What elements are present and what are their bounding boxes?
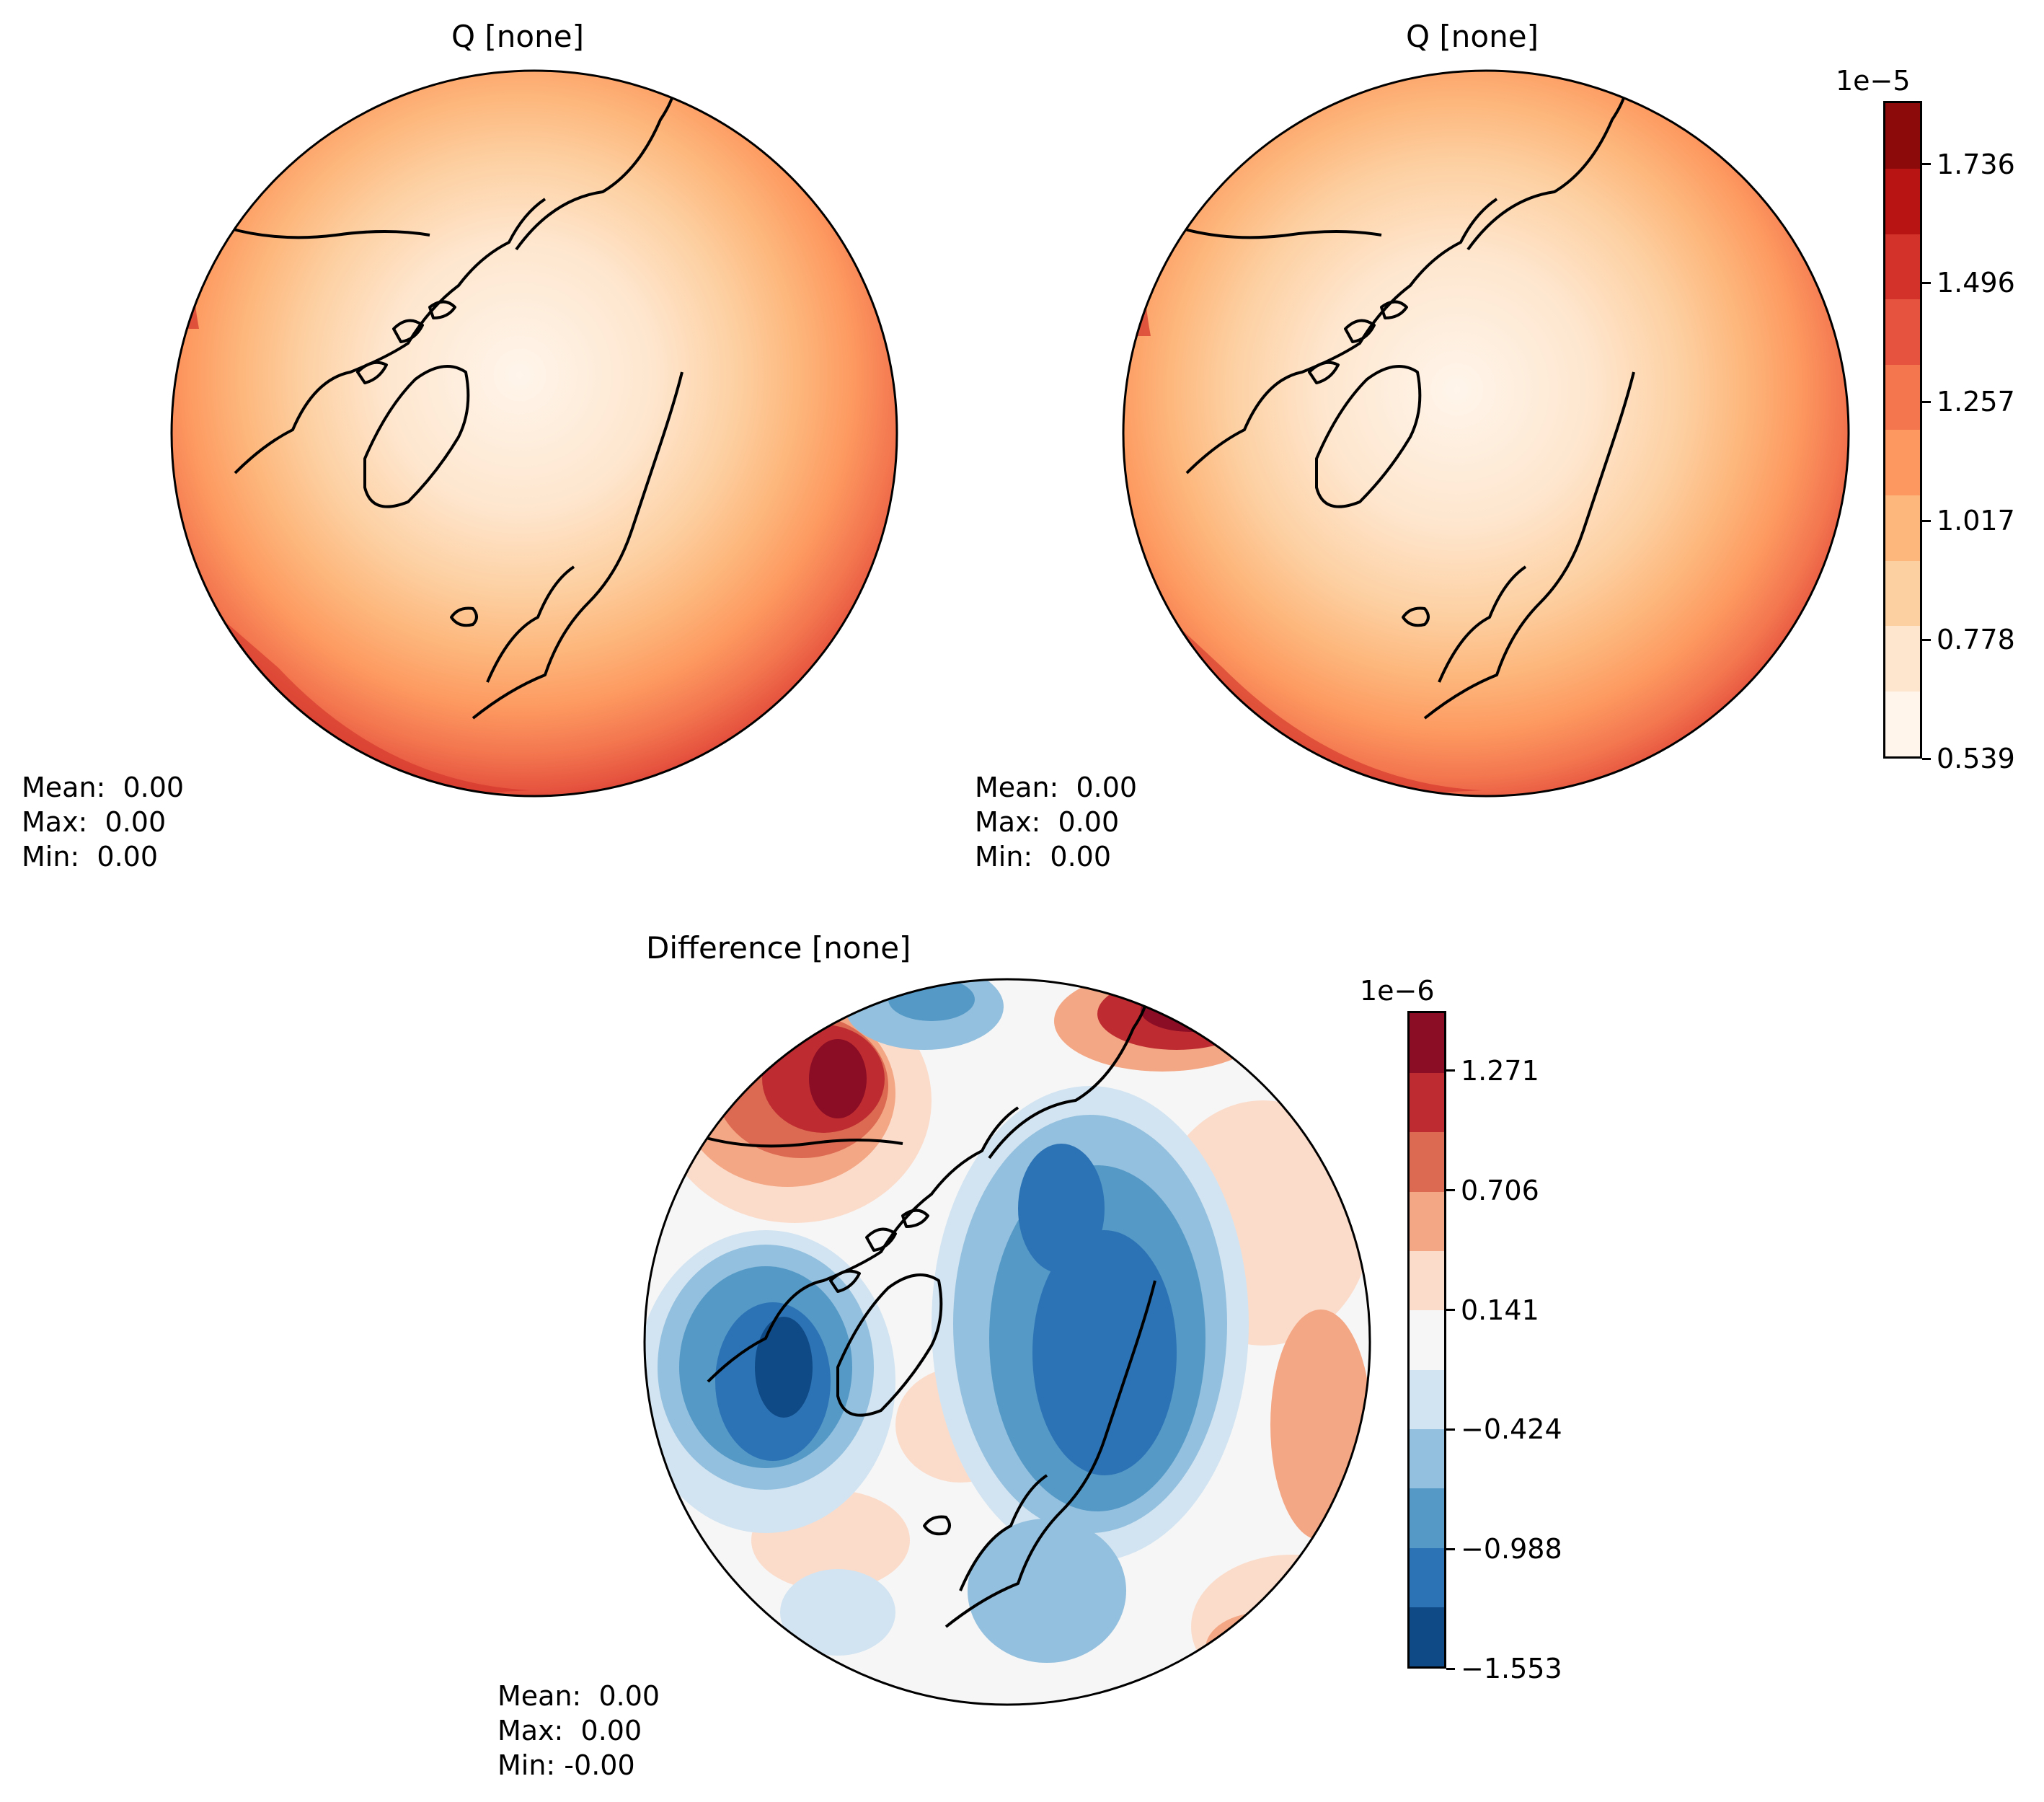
panel2-max: Max: 0.00 — [975, 806, 1120, 838]
colorbar-main — [1883, 101, 1922, 759]
colorbar-segment — [1410, 1013, 1444, 1073]
colorbar-segment — [1885, 495, 1920, 561]
scandinavia-coast — [486, 565, 575, 683]
colorbar-diff-exponent: 1e−6 — [1360, 975, 1435, 1007]
alaska-coast — [227, 226, 430, 239]
panel2-mean: Mean: 0.00 — [975, 772, 1138, 803]
eurasia-coast — [472, 371, 683, 720]
panel3-map — [643, 978, 1371, 1706]
colorbar-segment — [1410, 1131, 1444, 1192]
iceland-outline — [450, 606, 478, 627]
scandinavia-coast — [1438, 565, 1527, 683]
colorbar-tick-label: 0.539 — [1937, 743, 2015, 774]
panel1-mean: Mean: 0.00 — [22, 772, 185, 803]
colorbar-tick — [1922, 281, 1931, 284]
panel2-stats: Mean: 0.00 Max: 0.00 Min: 0.00 — [975, 770, 1137, 874]
north-america-coast — [1185, 198, 1498, 474]
panel2-title: Q [none] — [1406, 19, 1539, 54]
colorbar-tick-label: 0.141 — [1461, 1294, 1539, 1326]
colorbar-segment — [1410, 1309, 1444, 1370]
colorbar-tick-label: 1.017 — [1937, 505, 2015, 537]
colorbar-segment — [1410, 1072, 1444, 1133]
panel1-map — [170, 69, 898, 798]
colorbar-tick — [1922, 757, 1931, 760]
alaska-coast — [700, 1135, 903, 1148]
panel3-stats: Mean: 0.00 Max: 0.00 Min: -0.00 — [497, 1679, 660, 1783]
colorbar-segment — [1410, 1607, 1444, 1667]
colorbar-tick-label: 0.706 — [1461, 1174, 1539, 1206]
iceland-outline — [923, 1515, 951, 1536]
colorbar-tick — [1446, 1667, 1455, 1670]
colorbar-main-exponent: 1e−5 — [1836, 65, 1911, 97]
colorbar-segment — [1410, 1547, 1444, 1608]
greenland-outline — [836, 1273, 943, 1417]
panel2-min: Min: 0.00 — [975, 841, 1111, 873]
colorbar-segment — [1410, 1191, 1444, 1251]
colorbar-segment — [1885, 625, 1920, 692]
colorbar-segment — [1410, 1428, 1444, 1489]
colorbar-tick-label: 1.257 — [1937, 386, 2015, 418]
colorbar-segment — [1885, 103, 1920, 169]
siberia-coast — [515, 83, 676, 251]
colorbar-tick — [1446, 1547, 1455, 1550]
colorbar-segment — [1885, 299, 1920, 365]
colorbar-tick-label: 1.496 — [1937, 267, 2015, 299]
panel3-mean: Mean: 0.00 — [497, 1680, 660, 1712]
colorbar-tick — [1922, 400, 1931, 403]
colorbar-tick — [1446, 1428, 1455, 1431]
colorbar-segment — [1410, 1250, 1444, 1311]
panel3-title: Difference [none] — [646, 930, 911, 966]
colorbar-tick — [1922, 519, 1931, 522]
panel1-min: Min: 0.00 — [22, 841, 158, 873]
colorbar-tick — [1922, 163, 1931, 166]
iceland-outline — [1402, 606, 1430, 627]
panel1-max: Max: 0.00 — [22, 806, 167, 838]
alaska-coast — [1179, 226, 1382, 239]
colorbar-tick-label: −0.988 — [1461, 1533, 1562, 1565]
colorbar-segment — [1885, 691, 1920, 757]
colorbar-tick-label: −0.424 — [1461, 1413, 1562, 1446]
panel2-map — [1122, 69, 1850, 798]
arctic-islands — [1308, 300, 1408, 384]
colorbar-tick — [1446, 1189, 1455, 1192]
north-america-coast — [234, 198, 547, 474]
colorbar-segment — [1885, 168, 1920, 234]
colorbar-tick-label: 1.271 — [1461, 1054, 1539, 1087]
colorbar-segment — [1885, 430, 1920, 496]
eurasia-coast — [944, 1280, 1156, 1628]
colorbar-segment — [1885, 364, 1920, 430]
colorbar-segment — [1885, 234, 1920, 300]
colorbar-tick-label: −1.553 — [1461, 1653, 1562, 1684]
panel1-title: Q [none] — [451, 19, 584, 54]
arctic-islands — [829, 1209, 929, 1293]
colorbar-tick — [1446, 1309, 1455, 1312]
siberia-coast — [988, 991, 1149, 1160]
north-america-coast — [707, 1106, 1019, 1383]
panel3-max: Max: 0.00 — [497, 1715, 642, 1746]
arctic-islands — [356, 300, 456, 384]
greenland-outline — [1315, 365, 1422, 508]
panel1-stats: Mean: 0.00 Max: 0.00 Min: 0.00 — [22, 770, 184, 874]
siberia-coast — [1466, 83, 1628, 251]
eurasia-coast — [1423, 371, 1635, 720]
greenland-outline — [363, 365, 470, 508]
panel3-min: Min: -0.00 — [497, 1749, 635, 1781]
colorbar-tick — [1446, 1069, 1455, 1072]
colorbar-diff — [1407, 1011, 1446, 1669]
colorbar-segment — [1885, 560, 1920, 627]
colorbar-tick — [1922, 638, 1931, 641]
colorbar-segment — [1410, 1369, 1444, 1430]
colorbar-tick-label: 1.736 — [1937, 148, 2015, 180]
colorbar-tick-label: 0.778 — [1937, 624, 2015, 656]
colorbar-segment — [1410, 1488, 1444, 1548]
scandinavia-coast — [959, 1474, 1048, 1591]
